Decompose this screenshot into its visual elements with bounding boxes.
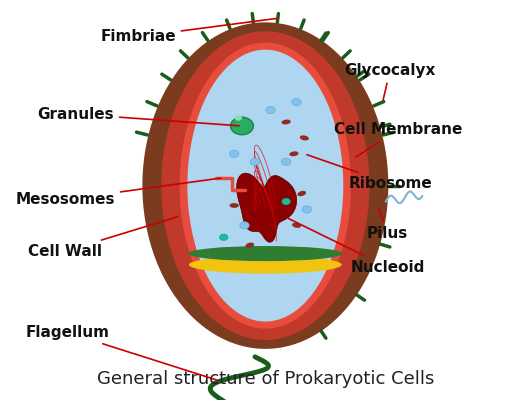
Text: Mesosomes: Mesosomes [15,178,221,207]
Ellipse shape [230,203,239,208]
Circle shape [234,115,242,121]
Polygon shape [180,43,351,329]
Polygon shape [143,22,388,349]
Text: Nucleoid: Nucleoid [289,218,425,274]
Ellipse shape [188,246,343,261]
Circle shape [231,117,253,135]
Ellipse shape [292,223,301,228]
Circle shape [220,234,228,241]
Ellipse shape [297,191,306,196]
Polygon shape [162,31,370,340]
Text: Fimbriae: Fimbriae [100,18,278,44]
Circle shape [266,106,275,114]
Text: Cell Membrane: Cell Membrane [334,123,462,157]
Text: Flagellum: Flagellum [26,325,218,380]
Circle shape [292,99,301,106]
Polygon shape [237,173,297,242]
Circle shape [250,158,260,165]
Text: Cell Wall: Cell Wall [28,217,178,259]
Circle shape [282,198,290,205]
Text: Pilus: Pilus [367,208,408,241]
Circle shape [230,150,239,158]
Ellipse shape [245,243,254,247]
Text: Ribosome: Ribosome [307,155,432,191]
Ellipse shape [281,120,291,125]
Ellipse shape [300,135,309,141]
Text: General structure of Prokaryotic Cells: General structure of Prokaryotic Cells [97,370,434,388]
Circle shape [240,222,249,229]
Text: Glycocalyx: Glycocalyx [344,63,436,100]
Ellipse shape [289,152,298,156]
Circle shape [281,158,291,165]
Circle shape [302,206,312,213]
Polygon shape [187,50,343,322]
Ellipse shape [189,256,342,274]
Text: Granules: Granules [37,106,239,126]
